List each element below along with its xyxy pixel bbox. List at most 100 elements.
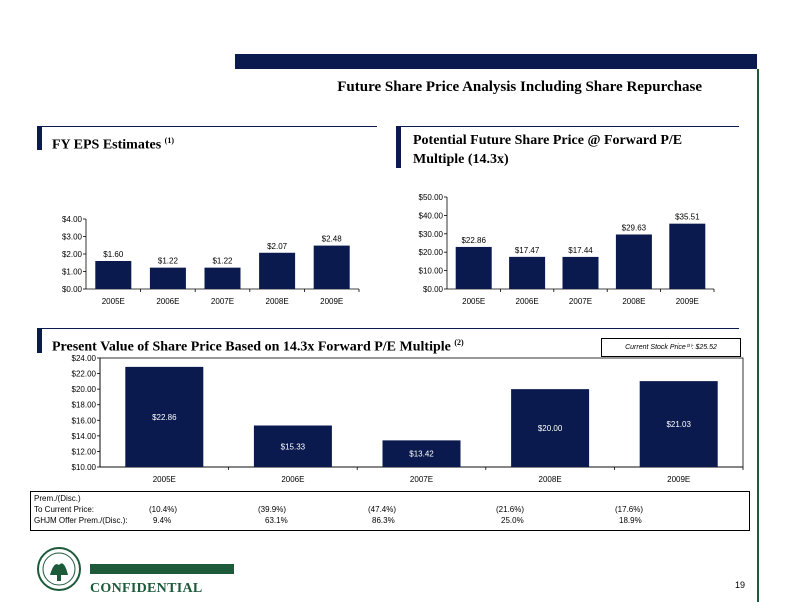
bar — [95, 261, 132, 289]
premium-cell: 86.3% — [372, 516, 395, 525]
category-label: 2008E — [266, 297, 289, 306]
category-label: 2009E — [320, 297, 343, 306]
premium-cell: (21.6%) — [496, 505, 525, 514]
eps-footnote-mark: (1) — [164, 136, 174, 145]
bar — [455, 246, 492, 289]
y-tick-label: $30.00 — [419, 230, 444, 239]
y-tick-label: $20.00 — [72, 385, 97, 394]
y-tick-label: $24.00 — [72, 354, 97, 363]
y-tick-label: $12.00 — [72, 447, 97, 456]
data-label: $13.42 — [409, 450, 434, 459]
data-label: $21.03 — [666, 420, 691, 429]
category-label: 2006E — [516, 297, 539, 306]
y-tick-label: $10.00 — [419, 267, 444, 276]
y-tick-label: $20.00 — [419, 248, 444, 257]
bar — [259, 252, 296, 289]
top-banner-bar — [235, 54, 757, 69]
y-tick-label: $50.00 — [419, 193, 444, 202]
bar — [149, 267, 186, 289]
category-label: 2008E — [622, 297, 645, 306]
data-label: $35.51 — [675, 213, 700, 222]
eps-section-rule — [37, 126, 377, 127]
y-tick-label: $0.00 — [423, 285, 444, 294]
pv-section-rule — [37, 328, 739, 329]
eps-title-text: FY EPS Estimates — [52, 137, 162, 153]
category-label: 2009E — [676, 297, 699, 306]
bar — [669, 223, 706, 289]
category-label: 2005E — [153, 475, 176, 484]
company-seal-logo — [37, 547, 81, 591]
category-label: 2008E — [539, 475, 562, 484]
future-section-marker — [396, 126, 401, 168]
premium-row-label: To Current Price: — [34, 505, 95, 514]
bar — [204, 267, 241, 289]
data-label: $22.86 — [152, 413, 177, 422]
bar — [509, 256, 546, 289]
bar — [313, 245, 350, 289]
data-label: $20.00 — [538, 424, 563, 433]
premium-cell: 25.0% — [501, 516, 524, 525]
premium-table: Prem./(Disc.) To Current Price: GHJM Off… — [30, 491, 750, 531]
data-label: $2.07 — [267, 242, 288, 251]
premium-cell: (47.4%) — [368, 505, 397, 514]
data-label: $17.47 — [515, 246, 540, 255]
bar — [615, 234, 652, 289]
bar — [382, 440, 461, 467]
page-title: Future Share Price Analysis Including Sh… — [337, 79, 702, 95]
y-tick-label: $22.00 — [72, 370, 97, 379]
data-label: $15.33 — [281, 442, 306, 451]
y-tick-label: $4.00 — [62, 215, 83, 224]
y-tick-label: $40.00 — [419, 211, 444, 220]
data-label: $29.63 — [622, 223, 647, 232]
future-title-line1: Potential Future Share Price @ Forward P… — [413, 133, 683, 148]
future-title-line2: Multiple (14.3x) — [413, 152, 509, 167]
confidential-label: CONFIDENTIAL — [90, 581, 203, 596]
premium-cell: 9.4% — [153, 516, 172, 525]
bar — [125, 366, 204, 467]
pv-section-marker — [37, 329, 42, 353]
category-label: 2007E — [211, 297, 234, 306]
y-tick-label: $16.00 — [72, 416, 97, 425]
category-label: 2007E — [569, 297, 592, 306]
y-tick-label: $14.00 — [72, 432, 97, 441]
bar — [511, 389, 590, 467]
current-stock-price-box: Current Stock Price⁽³⁾: $25.52 — [601, 338, 741, 357]
pv-section-title: Present Value of Share Price Based on 14… — [52, 333, 464, 357]
bar — [253, 425, 332, 467]
premium-cell: (10.4%) — [149, 505, 178, 514]
data-label: $2.48 — [322, 235, 343, 244]
premium-table-header: Prem./(Disc.) — [34, 494, 81, 503]
premium-cell: (17.6%) — [615, 505, 644, 514]
pv-price-chart: $10.00 $12.00 $14.00 $16.00 $18.00 $20.00 $22.… — [72, 354, 744, 484]
data-label: $17.44 — [568, 246, 593, 255]
future-section-rule — [396, 126, 739, 127]
data-label: $1.60 — [103, 250, 124, 259]
eps-chart: $0.00 $1.00 $2.00 $3.00 $4.00 2005E $1.60 2006E… — [62, 215, 360, 306]
eps-section-title: FY EPS Estimates (1) — [52, 131, 174, 155]
pv-footnote-mark: (2) — [454, 338, 464, 347]
category-label: 2006E — [156, 297, 179, 306]
eps-section-marker — [37, 126, 42, 150]
premium-cell: (39.9%) — [258, 505, 287, 514]
premium-row-label: GHJM Offer Prem./(Disc.): — [34, 516, 128, 525]
y-tick-label: $10.00 — [72, 463, 97, 472]
category-label: 2005E — [102, 297, 125, 306]
page-number: 19 — [735, 580, 746, 590]
category-label: 2005E — [462, 297, 485, 306]
y-tick-label: $18.00 — [72, 401, 97, 410]
data-label: $1.22 — [158, 257, 179, 266]
bar — [562, 256, 599, 289]
future-price-chart: $0.00 $10.00 $20.00 $30.00 $40.00 $50.00 2005E… — [419, 193, 715, 306]
category-label: 2006E — [281, 475, 304, 484]
data-label: $22.86 — [461, 236, 486, 245]
footer-green-bar — [90, 564, 234, 574]
category-label: 2007E — [410, 475, 433, 484]
data-label: $1.22 — [212, 257, 233, 266]
y-tick-label: $0.00 — [62, 285, 83, 294]
y-tick-label: $3.00 — [62, 233, 83, 242]
y-tick-label: $1.00 — [62, 268, 83, 277]
y-tick-label: $2.00 — [62, 250, 83, 259]
premium-cell: 63.1% — [265, 516, 288, 525]
future-section-title: Potential Future Share Price @ Forward P… — [413, 131, 682, 169]
